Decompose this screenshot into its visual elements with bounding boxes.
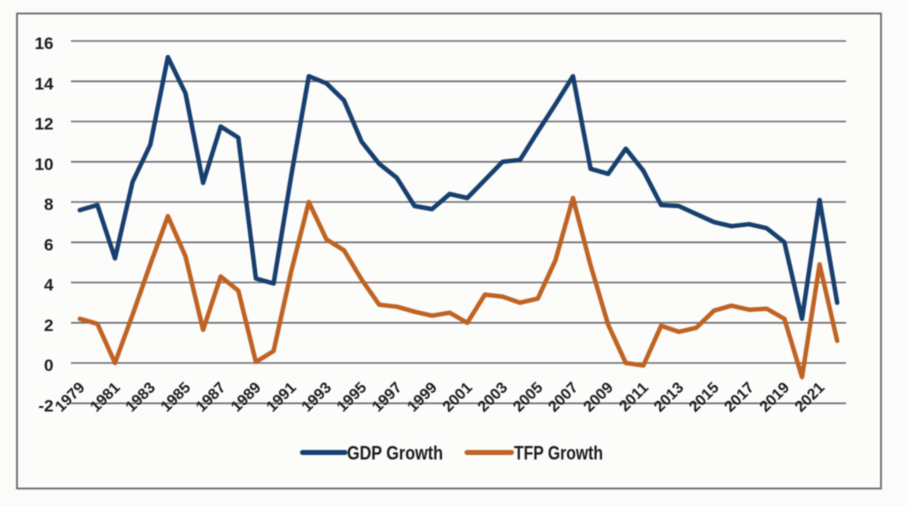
svg-text:16: 16 <box>35 34 54 53</box>
svg-text:TFP Growth: TFP Growth <box>514 444 603 465</box>
svg-text:14: 14 <box>35 74 54 93</box>
svg-text:-2: -2 <box>38 396 53 415</box>
svg-text:2: 2 <box>44 316 53 335</box>
svg-text:4: 4 <box>44 276 54 295</box>
svg-text:GDP Growth: GDP Growth <box>347 444 443 465</box>
svg-text:12: 12 <box>35 115 54 134</box>
svg-text:8: 8 <box>44 195 53 214</box>
svg-text:10: 10 <box>35 155 54 174</box>
svg-text:0: 0 <box>44 356 53 375</box>
svg-text:6: 6 <box>44 235 53 254</box>
